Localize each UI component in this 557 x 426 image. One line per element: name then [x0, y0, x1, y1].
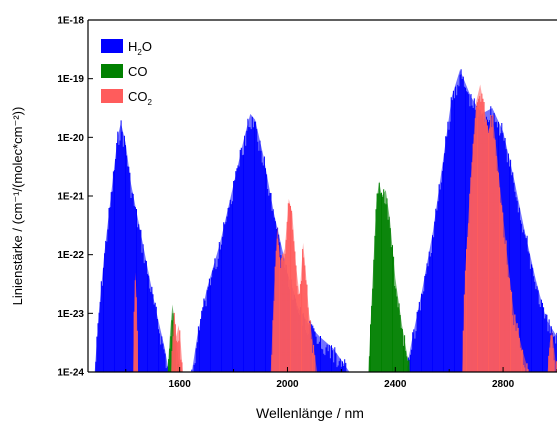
x-tick-label: 2800	[492, 379, 515, 390]
x-axis-label: Wellenlänge / nm	[256, 405, 364, 421]
legend-label: CO	[128, 64, 148, 79]
legend-item: H2O	[101, 39, 152, 57]
y-tick-label: 1E-20	[57, 133, 84, 144]
plot-area	[94, 69, 557, 372]
ticks: 1E-18 1E-19 1E-20 1E-21 1E-22 1E-23 1E-24 1600 2…	[57, 16, 557, 390]
y-tick-label: 1E-21	[57, 192, 84, 203]
band-lines	[270, 203, 318, 372]
band-lines	[461, 93, 529, 372]
legend-label: CO2	[128, 89, 153, 107]
band-lines	[367, 182, 410, 372]
legend-label: H2O	[128, 39, 152, 57]
x-tick-label: 1600	[169, 379, 192, 390]
band-lines	[170, 312, 183, 372]
legend-swatch	[101, 64, 123, 78]
legend: H2O CO CO2	[101, 39, 153, 107]
y-tick-label: 1E-18	[57, 16, 84, 27]
legend-swatch	[101, 39, 123, 53]
legend-item: CO2	[101, 89, 153, 107]
y-axis-label: Linienstärke / (cm⁻¹/(molec*cm⁻²))	[10, 107, 25, 306]
x-tick-label: 2000	[276, 379, 299, 390]
band-lines	[132, 280, 138, 372]
legend-item: CO	[101, 64, 148, 79]
y-tick-label: 1E-24	[57, 368, 84, 379]
series-co2	[132, 84, 557, 372]
y-tick-label: 1E-19	[57, 74, 84, 85]
y-tick-label: 1E-22	[57, 250, 84, 261]
x-tick-label: 2400	[384, 379, 407, 390]
legend-swatch	[101, 89, 123, 103]
y-tick-label: 1E-23	[57, 309, 84, 320]
